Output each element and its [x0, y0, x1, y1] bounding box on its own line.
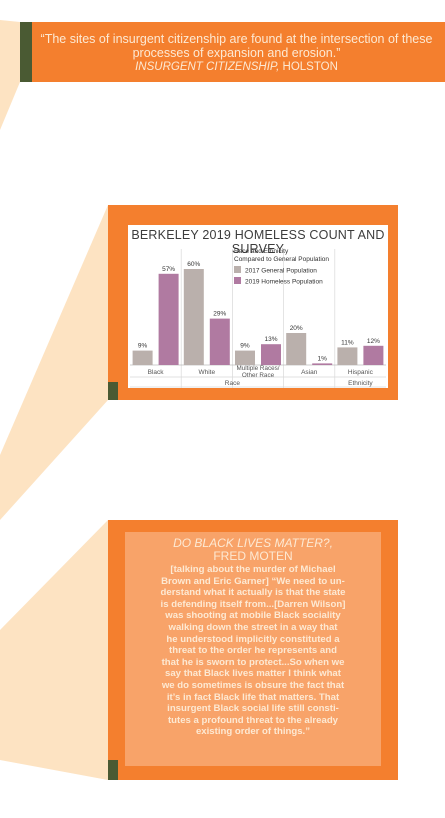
chart-frame: BERKELEY 2019 HOMELESS COUNT AND SURVEY …	[128, 225, 388, 388]
bar-homeless	[209, 318, 230, 365]
chart-card-accent-strip	[108, 382, 118, 400]
quote-card-accent-strip	[108, 760, 118, 780]
bar-general	[235, 350, 255, 365]
quote-line: say that Black lives matter I think what	[165, 668, 341, 680]
homeless-race-chart: 9% 60% 9% 20% 11% 57% 29% 13% 1% 12% Black White Mul…	[130, 248, 386, 388]
quote-card: DO BLACK LIVES MATTER?, FRED MOTEN [talk…	[108, 520, 398, 780]
bar-value-label: 9%	[138, 343, 148, 350]
group-label: Race	[225, 380, 241, 387]
legend-swatch	[234, 266, 241, 273]
quote-line: existing order of things.”	[195, 726, 311, 738]
bar-general	[132, 350, 153, 365]
bar-value-label: 29%	[213, 311, 226, 318]
quote-line: was shooting at mobile Black sociality	[165, 610, 341, 622]
quote-line: Brown and Eric Garner] “We need to un-	[161, 575, 345, 587]
quote-card-heading: DO BLACK LIVES MATTER?, FRED MOTEN	[125, 537, 381, 563]
bar-value-label: 13%	[264, 336, 277, 343]
quote-card-title: DO BLACK LIVES MATTER?,	[173, 536, 333, 550]
bar-homeless	[158, 273, 179, 365]
bar-homeless	[363, 345, 384, 365]
category-label: Multiple Races/	[236, 365, 279, 372]
quote-line: insurgent Black social life still consti…	[167, 703, 339, 715]
quote-line: it’s in fact Black life that matters. Th…	[166, 691, 340, 703]
category-label: White	[198, 369, 215, 376]
legend-entry: 2019 Homeless Population	[245, 279, 323, 286]
legend-title: Race and Ethnicity	[234, 248, 289, 255]
bar-value-label: 1%	[317, 355, 327, 362]
category-label: Other Race	[242, 372, 275, 379]
beam-top	[0, 20, 20, 130]
quote-line: derstand what it actually is that the st…	[160, 587, 346, 599]
banner-source-title: INSURGENT CITIZENSHIP,	[135, 61, 280, 73]
banner-source-author: HOLSTON	[279, 61, 338, 73]
bar-value-label: 11%	[341, 339, 354, 346]
bar-general	[286, 333, 307, 365]
bar-homeless	[261, 344, 281, 365]
quote-line: is defending itself from...[Darren Wilso…	[160, 598, 346, 610]
bar-homeless	[312, 363, 333, 365]
quote-card-inner: DO BLACK LIVES MATTER?, FRED MOTEN [talk…	[125, 532, 381, 766]
banner-source: INSURGENT CITIZENSHIP, HOLSTON	[34, 60, 439, 74]
banner-quote: “The sites of insurgent citizenship are …	[40, 32, 433, 60]
bar-value-label: 57%	[162, 266, 175, 273]
bar-value-label: 60%	[187, 261, 200, 268]
quote-line: walking down the street in a way that	[168, 621, 338, 633]
quote-line: [talking about the murder of Michael	[170, 564, 336, 575]
quote-card-author: FRED MOTEN	[213, 549, 293, 563]
bar-general	[183, 269, 204, 365]
bar-general	[337, 347, 358, 365]
bar-value-label: 9%	[240, 343, 250, 350]
banner-accent-strip	[20, 22, 32, 82]
category-label: Hispanic	[348, 369, 374, 376]
category-label: Asian	[301, 369, 318, 376]
quote-line: he understood implicitly constituted a	[166, 633, 340, 645]
bar-value-label: 12%	[367, 338, 380, 345]
beam-bottom	[0, 520, 108, 780]
bar-value-label: 20%	[290, 325, 303, 332]
chart-card: BERKELEY 2019 HOMELESS COUNT AND SURVEY …	[108, 205, 398, 400]
beam-middle	[0, 205, 108, 520]
legend-subtitle: Compared to General Population	[234, 256, 329, 263]
quote-line: we do sometimes is obsure the fact that	[161, 679, 345, 691]
quote-line: threat to the order he represents and	[169, 645, 337, 657]
group-label: Ethnicity	[348, 380, 373, 387]
quote-line: that he is sworn to protect...So when we	[161, 656, 345, 668]
quote-line: tutes a profound threat to the already	[167, 714, 339, 726]
legend-swatch	[234, 277, 241, 284]
quote-banner: “The sites of insurgent citizenship are …	[20, 22, 445, 82]
chart-title: BERKELEY 2019 HOMELESS COUNT AND SURVEY	[131, 228, 385, 256]
legend-entry: 2017 General Population	[245, 268, 317, 275]
quote-card-body: [talking about the murder of Michael Brow…	[131, 564, 375, 738]
category-label: Black	[148, 369, 165, 376]
banner-quote-block: “The sites of insurgent citizenship are …	[34, 32, 439, 74]
